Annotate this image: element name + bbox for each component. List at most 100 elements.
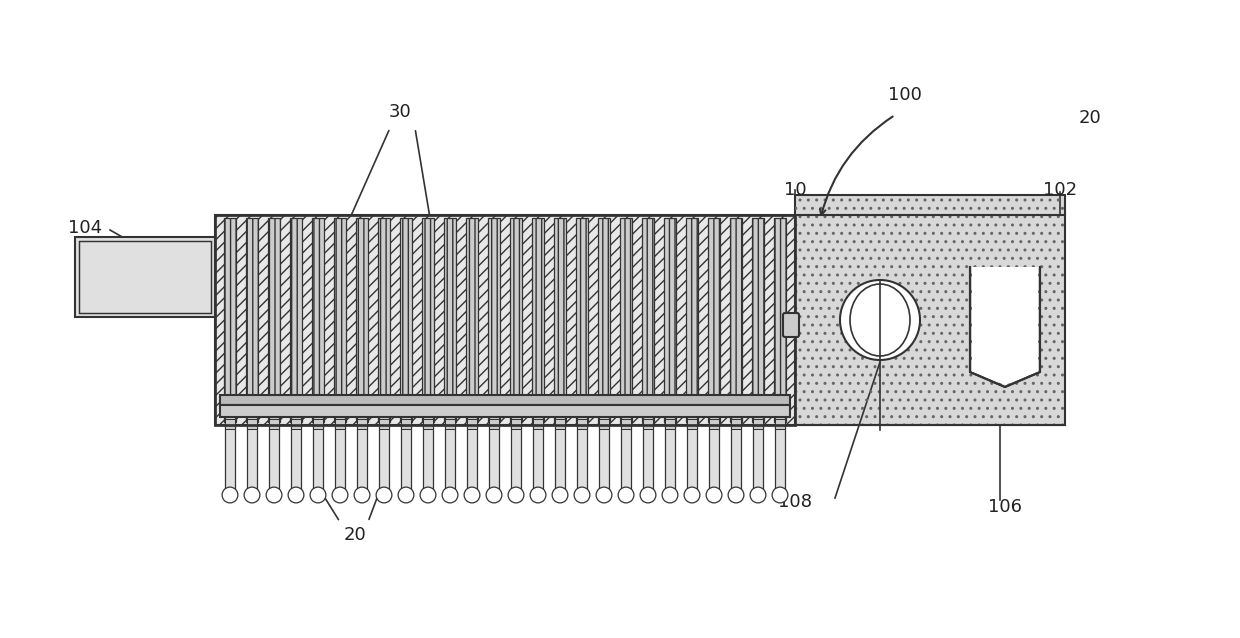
FancyBboxPatch shape — [782, 313, 799, 337]
Bar — [215, 215, 795, 425]
Bar — [730, 218, 742, 422]
Circle shape — [531, 487, 546, 503]
Circle shape — [420, 487, 436, 503]
Circle shape — [508, 487, 523, 503]
Bar — [246, 218, 258, 422]
Bar — [598, 218, 610, 422]
Bar — [312, 417, 322, 500]
Bar — [466, 218, 479, 422]
Text: 102: 102 — [1043, 181, 1078, 199]
Bar — [357, 417, 367, 500]
Bar — [489, 419, 498, 429]
Bar — [730, 218, 742, 422]
Bar — [219, 405, 790, 417]
Bar — [401, 417, 410, 500]
Bar — [511, 417, 521, 500]
Bar — [709, 417, 719, 500]
Bar — [510, 218, 522, 422]
Bar — [795, 195, 1065, 425]
Bar — [445, 419, 455, 429]
Bar — [598, 218, 610, 422]
Circle shape — [596, 487, 611, 503]
Circle shape — [267, 487, 281, 503]
Bar — [686, 218, 698, 422]
Bar — [489, 218, 500, 422]
Text: 104: 104 — [68, 219, 102, 237]
Bar — [663, 218, 676, 422]
Bar — [533, 417, 543, 500]
Bar — [751, 218, 764, 422]
Bar — [775, 419, 785, 429]
Circle shape — [773, 487, 787, 503]
Bar — [357, 419, 367, 429]
Bar — [291, 417, 301, 500]
Circle shape — [706, 487, 722, 503]
Bar — [79, 241, 211, 313]
Polygon shape — [972, 267, 1038, 385]
Bar — [378, 218, 391, 422]
Bar — [445, 417, 455, 500]
Bar — [291, 419, 301, 429]
Bar — [444, 218, 456, 422]
Bar — [444, 218, 456, 422]
Bar — [732, 417, 742, 500]
Circle shape — [684, 487, 699, 503]
Bar — [290, 218, 303, 422]
Bar — [401, 218, 412, 422]
Bar — [575, 218, 588, 422]
Bar — [621, 419, 631, 429]
Bar — [620, 218, 632, 422]
Bar — [774, 218, 786, 422]
Bar — [268, 218, 280, 422]
Bar — [753, 419, 763, 429]
Bar — [621, 417, 631, 500]
Circle shape — [728, 487, 744, 503]
Bar — [226, 419, 234, 429]
Circle shape — [288, 487, 304, 503]
Bar — [577, 419, 587, 429]
Bar — [312, 419, 322, 429]
Bar — [215, 215, 795, 425]
Circle shape — [355, 487, 370, 503]
Bar — [224, 218, 236, 422]
Bar — [644, 417, 653, 500]
Bar — [247, 419, 257, 429]
Bar — [247, 417, 257, 500]
Bar — [575, 218, 588, 422]
Bar — [533, 419, 543, 429]
Circle shape — [662, 487, 678, 503]
Bar — [511, 419, 521, 429]
Bar — [709, 419, 719, 429]
Bar — [312, 218, 324, 422]
Bar — [219, 395, 790, 405]
Bar — [532, 218, 544, 422]
Circle shape — [750, 487, 766, 503]
Bar — [556, 419, 565, 429]
Bar — [599, 417, 609, 500]
Bar — [268, 218, 280, 422]
Bar — [554, 218, 565, 422]
Bar — [774, 218, 786, 422]
Circle shape — [839, 280, 920, 360]
Circle shape — [464, 487, 480, 503]
Circle shape — [618, 487, 634, 503]
Bar — [269, 419, 279, 429]
Bar — [775, 417, 785, 500]
Bar — [378, 218, 391, 422]
Bar — [620, 218, 632, 422]
Bar — [708, 218, 720, 422]
Bar — [290, 218, 303, 422]
Bar — [795, 195, 1065, 425]
Circle shape — [332, 487, 348, 503]
Bar — [312, 218, 324, 422]
Circle shape — [640, 487, 656, 503]
Bar — [577, 417, 587, 500]
Text: 30: 30 — [388, 103, 412, 121]
Text: 100: 100 — [888, 86, 921, 104]
Circle shape — [443, 487, 458, 503]
Circle shape — [310, 487, 326, 503]
Bar — [401, 419, 410, 429]
Bar — [334, 218, 346, 422]
Text: 10: 10 — [784, 181, 806, 199]
Bar — [510, 218, 522, 422]
